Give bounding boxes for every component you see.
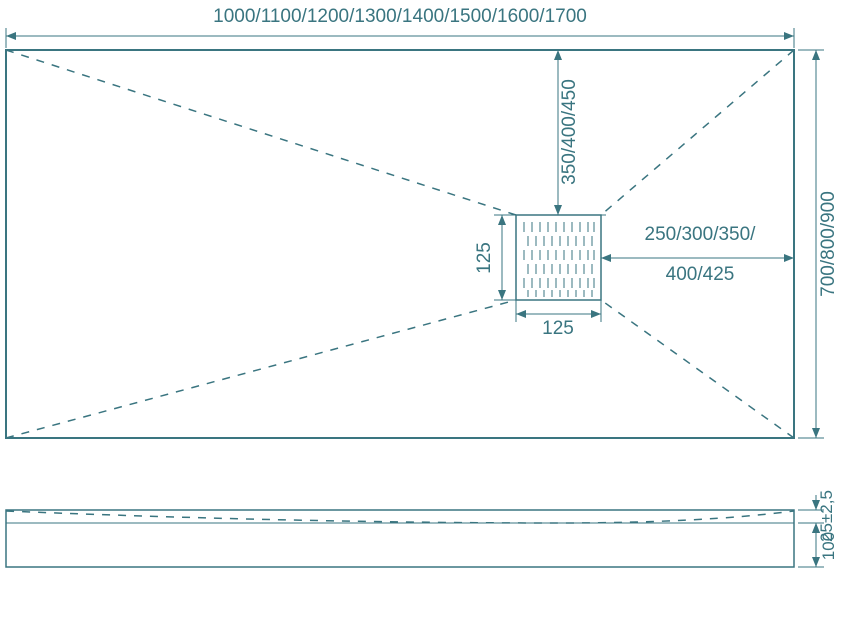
dim-width-label: 1000/1100/1200/1300/1400/1500/1600/1700 — [213, 6, 587, 27]
dim-drain-w-label: 125 — [542, 318, 574, 339]
dim-drain-top-label: 350/400/450 — [559, 79, 580, 185]
dim-height-label: 700/800/900 — [818, 191, 839, 297]
dim-drain-height: 125 — [474, 215, 516, 300]
dim-height-right: 700/800/900 — [798, 50, 839, 438]
dim-drain-to-top: 350/400/450 — [548, 50, 606, 215]
drawing-container: 1000/1100/1200/1300/1400/1500/1600/1700 — [0, 0, 844, 617]
drain — [516, 215, 601, 300]
technical-drawing-svg: 1000/1100/1200/1300/1400/1500/1600/1700 — [0, 0, 844, 617]
dim-drain-right-label2: 400/425 — [666, 264, 735, 285]
dim-drain-to-right: 250/300/350/ 400/425 — [601, 224, 794, 285]
top-view: 1000/1100/1200/1300/1400/1500/1600/1700 — [6, 6, 839, 438]
dim-drain-right-label1: 250/300/350/ — [645, 224, 757, 245]
dim-drain-width: 125 — [516, 300, 601, 339]
dim-side-bottom-label: 100 — [819, 532, 838, 560]
side-view: 25±2,5 100 — [6, 490, 838, 567]
dim-drain-h-label: 125 — [474, 242, 495, 274]
dim-width-top: 1000/1100/1200/1300/1400/1500/1600/1700 — [6, 6, 794, 48]
